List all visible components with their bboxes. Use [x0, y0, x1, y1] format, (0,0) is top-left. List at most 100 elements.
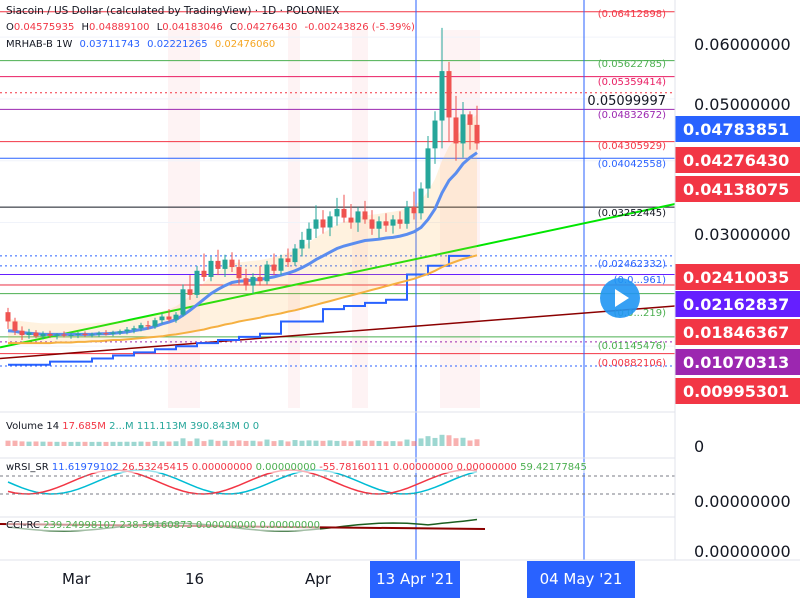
price-badge [675, 176, 800, 202]
symbol-title: Siacoin / US Dollar (calculated by Tradi… [6, 5, 340, 17]
candle-body [26, 332, 32, 336]
wrsi-value-7: 0.00000000 [456, 462, 517, 473]
volume-bar [145, 441, 151, 446]
candle-body [264, 264, 270, 282]
time-axis-label: Apr [305, 570, 332, 588]
candle-body [89, 334, 95, 336]
mrhab-legend[interactable]: MRHAB-B 1W 0.03711743 0.02221265 0.02476… [6, 39, 279, 50]
volume-bar [124, 441, 130, 446]
candle-body [201, 270, 207, 277]
wrsi-value-4: 0.00000000 [255, 462, 317, 473]
level-label: (0.04832672) [598, 110, 666, 121]
mrhab-value-2: 0.02221265 [147, 39, 208, 50]
candle-body [103, 333, 109, 335]
volume-bar [110, 441, 116, 446]
volume-value-3: 111.113M [136, 421, 187, 432]
cci-legend[interactable]: CCI-RC 239.24998107 238.59160873 0.00000… [6, 520, 320, 531]
volume-bar [208, 439, 214, 446]
volume-bar [194, 438, 200, 446]
candle-body [33, 332, 39, 337]
volume-bar [376, 440, 382, 446]
volume-bar [243, 440, 249, 446]
wrsi-value-5: -55.78160111 [319, 462, 390, 473]
volume-bar [320, 440, 326, 446]
volume-bar [89, 441, 95, 446]
ma-cloud [8, 114, 477, 344]
volume-value-1: 17.685M [62, 421, 106, 432]
volume-bar [40, 441, 46, 446]
volume-bars [5, 434, 480, 446]
volume-bar [397, 441, 403, 446]
level-label: (0.04305929) [598, 141, 666, 152]
volume-bar [96, 441, 102, 446]
volume-bar [285, 441, 291, 446]
candle-body [292, 248, 298, 263]
candle-body [96, 333, 102, 335]
level-label: (0.02462332) [598, 259, 666, 270]
volume-bar [117, 441, 123, 446]
candle-body [5, 312, 11, 322]
volume-bar [278, 440, 284, 446]
price-tick-label: 0.03000000 [694, 225, 791, 244]
volume-bar [362, 440, 368, 446]
volume-bar [75, 441, 81, 446]
candle-body [369, 219, 375, 229]
volume-bar [418, 438, 424, 446]
volume-bar [341, 440, 347, 446]
volume-value-4: 390.843M [190, 421, 240, 432]
price-badge-label: 0.00995301 [683, 382, 789, 401]
indicator-tick-label: 0.00000000 [694, 492, 791, 511]
candle-body [376, 221, 382, 229]
cci-value-1: 239.24998107 [43, 520, 117, 531]
volume-bar [355, 440, 361, 446]
change-value: -0.00243826 (-5.39%) [304, 22, 415, 33]
candle-body [19, 330, 25, 336]
volume-bar [257, 441, 263, 446]
wrsi-name: wRSI_SR [6, 462, 49, 473]
time-axis-label: 16 [185, 570, 204, 588]
candle-body [173, 314, 179, 320]
candle-body [341, 208, 347, 218]
level-label: (0.06412898) [598, 9, 666, 20]
price-badge-label: 0.04783851 [683, 120, 789, 139]
volume-value-5: 0 [243, 421, 250, 432]
volume-bar [5, 440, 11, 446]
uptrend-line [0, 203, 676, 349]
mrhab-value-1: 0.03711743 [79, 39, 140, 50]
candle-body [236, 267, 242, 279]
volume-bar [383, 441, 389, 446]
wrsi-value-1: 11.61979102 [51, 462, 119, 473]
candle-body [285, 258, 291, 263]
time-marker-badge [527, 561, 635, 598]
mrhab-name: MRHAB-B 1W [6, 39, 73, 50]
candle-body [271, 264, 277, 271]
volume-bar [432, 437, 438, 446]
candle-body [397, 219, 403, 224]
volume-bar [33, 441, 39, 446]
open-value: 0.04575935 [13, 22, 75, 33]
volume-name: Volume 14 [6, 421, 60, 432]
wrsi-value-6: 0.00000000 [392, 462, 454, 473]
volume-bar [222, 440, 228, 446]
price-badge-label: 0.01846367 [683, 323, 789, 342]
wrsi-legend[interactable]: wRSI_SR 11.61979102 26.53245415 0.000000… [6, 462, 587, 473]
candle-body [12, 321, 18, 331]
candle-body [474, 124, 480, 144]
candle-body [467, 114, 473, 125]
candle-body [327, 216, 333, 228]
volume-bar [26, 441, 32, 446]
volume-bar [47, 441, 53, 446]
candle-body [180, 289, 186, 315]
candle-body [61, 334, 67, 336]
volume-bar [369, 440, 375, 446]
volume-value-2: 2...M [109, 421, 134, 432]
candle-body [208, 260, 214, 277]
candle-body [404, 207, 410, 224]
candle-body [229, 259, 235, 268]
volume-legend[interactable]: Volume 14 17.685M 2...M 111.113M 390.843… [6, 421, 260, 432]
candle-body [159, 316, 165, 321]
replay-play-button[interactable] [600, 278, 640, 318]
volume-bar [236, 440, 242, 446]
price-badge-label: 0.04276430 [683, 151, 789, 170]
